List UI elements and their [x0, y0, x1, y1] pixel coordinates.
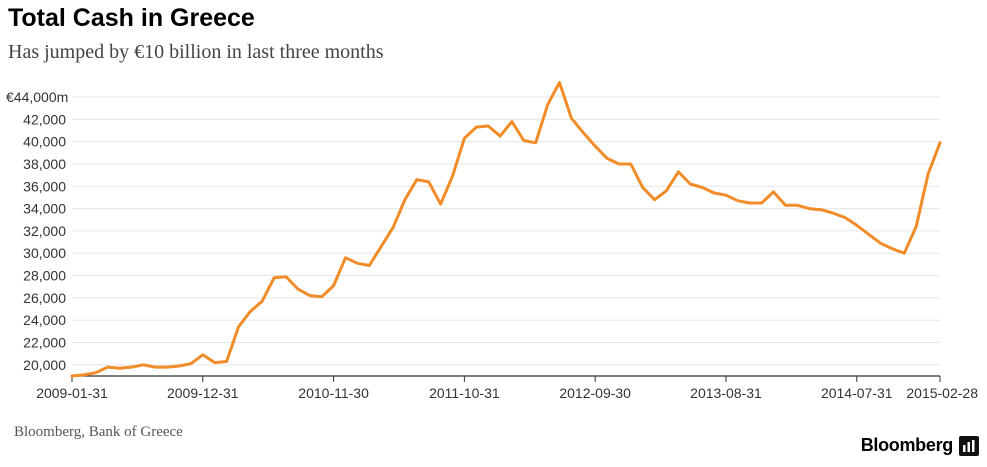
y-tick-label: 32,000 [23, 223, 66, 239]
y-tick-label: 34,000 [23, 201, 66, 217]
x-tick-label: 2015-02-28 [906, 385, 978, 401]
brand: Bloomberg [861, 435, 979, 456]
brand-name: Bloomberg [860, 435, 954, 455]
y-tick-label: €44,000m [6, 89, 68, 105]
x-tick-label: 2011-10-31 [429, 385, 500, 401]
chart-title: Total Cash in Greece [8, 4, 255, 32]
x-tick-label: 2013-08-31 [690, 385, 762, 401]
x-tick-label: 2009-12-31 [167, 385, 239, 401]
y-tick-label: 22,000 [23, 335, 66, 351]
x-tick-label: 2014-07-31 [821, 385, 893, 401]
x-tick-label: 2010-11-30 [298, 385, 369, 401]
y-tick-label: 42,000 [23, 111, 66, 127]
y-tick-label: 36,000 [23, 178, 66, 194]
y-tick-label: 38,000 [23, 156, 66, 172]
y-tick-label: 26,000 [23, 290, 66, 306]
y-tick-label: 28,000 [23, 268, 66, 284]
chart-subtitle: Has jumped by €10 billion in last three … [8, 41, 384, 63]
y-tick-label: 20,000 [23, 357, 66, 373]
y-tick-label: 40,000 [23, 134, 66, 150]
x-tick-label: 2012-09-30 [559, 385, 631, 401]
series-line-total-cash [70, 81, 942, 378]
y-tick-label: 30,000 [23, 245, 66, 261]
source-note: Bloomberg, Bank of Greece [14, 424, 183, 440]
bloomberg-logo-icon [959, 435, 979, 456]
x-tick-label: 2009-01-31 [36, 385, 108, 401]
y-tick-label: 24,000 [23, 312, 66, 328]
